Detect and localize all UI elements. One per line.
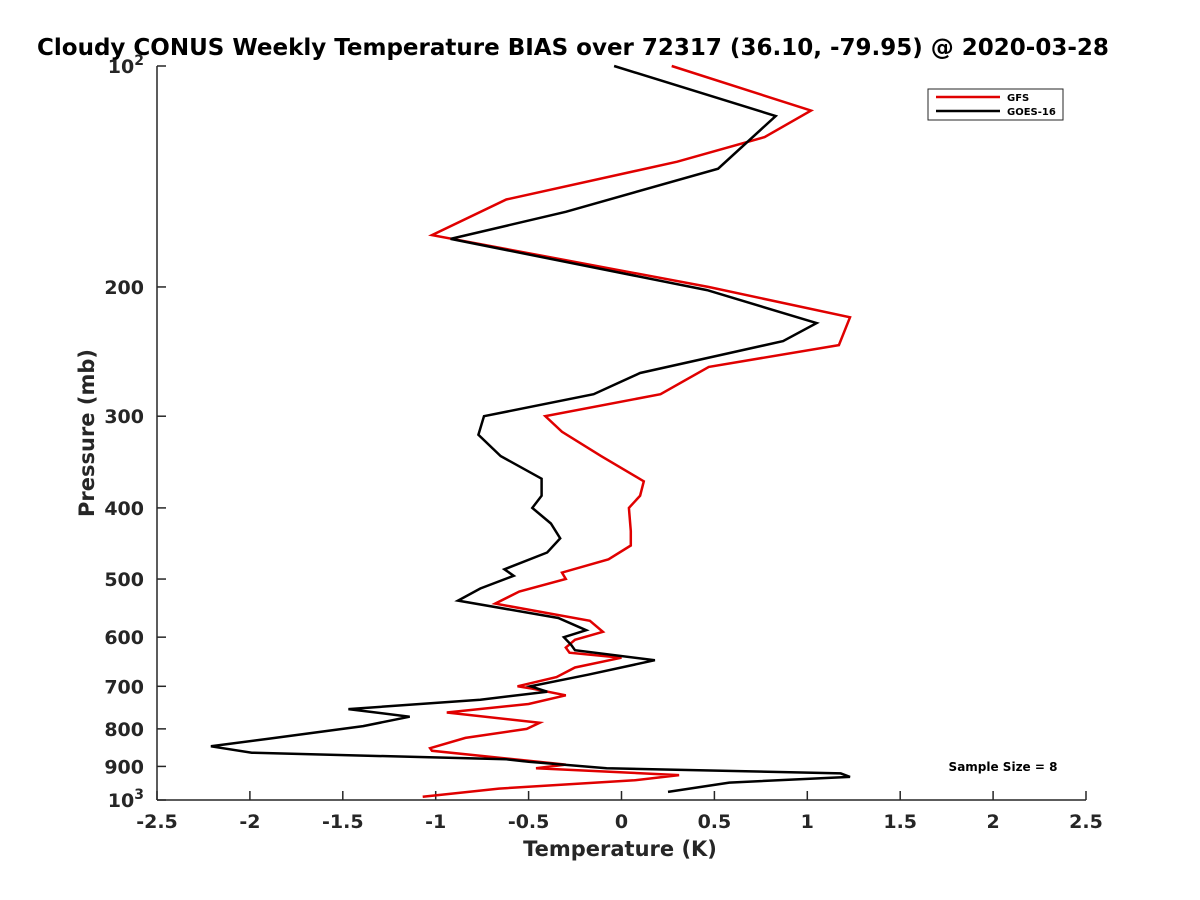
legend-label: GOES-16 <box>1007 107 1056 118</box>
x-tick-label: 2 <box>986 811 999 833</box>
x-tick-label: -0.5 <box>508 811 550 833</box>
x-tick-label: -1.5 <box>322 811 364 833</box>
series-line-goes-16 <box>210 64 851 794</box>
y-tick-label: 800 <box>104 719 144 741</box>
y-ticks: 102 200 300 400 500 600 700 800 900 103 <box>104 53 166 812</box>
legend-box <box>927 88 1064 121</box>
x-tick-label: -2 <box>239 811 260 833</box>
x-ticks: -2.5 -2 -1.5 -1 -0.5 0 0.5 1 1.5 2 2.5 <box>136 791 1103 833</box>
y-tick-label: 103 <box>108 787 144 812</box>
y-tick-label: 600 <box>104 627 144 649</box>
x-tick-label: 0 <box>615 811 628 833</box>
x-tick-label: 0.5 <box>698 811 732 833</box>
y-tick-label: 300 <box>104 406 144 428</box>
y-tick-label: 200 <box>104 277 144 299</box>
legend-label: GFS <box>1007 93 1029 104</box>
chart-title: Cloudy CONUS Weekly Temperature BIAS ove… <box>37 35 1109 61</box>
legend: GFS GOES-16 <box>927 88 1064 121</box>
y-axis-label: Pressure (mb) <box>75 349 99 517</box>
y-tick-label: 500 <box>104 569 144 591</box>
x-tick-label: -2.5 <box>136 811 178 833</box>
sample-size-annotation: Sample Size = 8 <box>949 760 1058 774</box>
series-line-gfs <box>422 64 852 799</box>
y-tick-label: 700 <box>104 676 144 698</box>
axes <box>156 66 1086 801</box>
y-tick-label: 400 <box>104 498 144 520</box>
x-tick-label: 1.5 <box>883 811 917 833</box>
series-lines <box>210 64 852 799</box>
x-tick-label: 2.5 <box>1069 811 1103 833</box>
x-tick-label: -1 <box>425 811 446 833</box>
y-tick-label: 900 <box>104 756 144 778</box>
y-tick-label: 102 <box>108 53 144 78</box>
x-axis-label: Temperature (K) <box>523 837 717 861</box>
x-tick-label: 1 <box>801 811 814 833</box>
